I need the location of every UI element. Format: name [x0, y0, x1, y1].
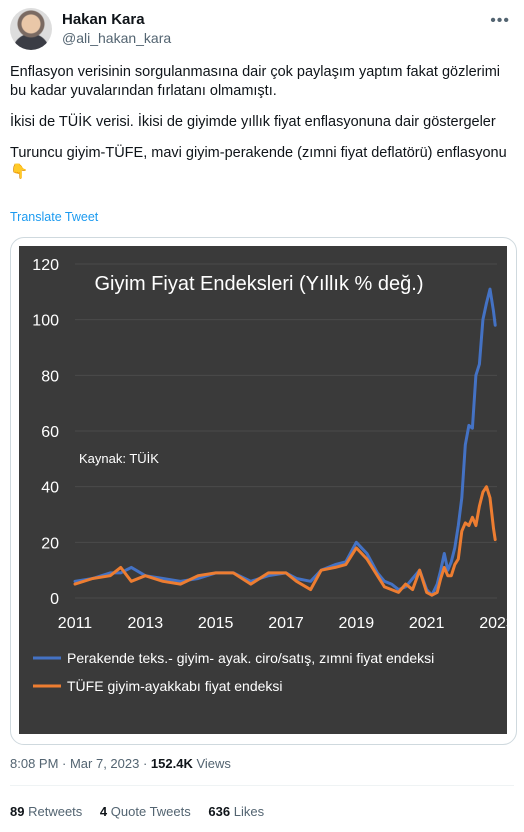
likes-stat[interactable]: 636 Likes	[208, 804, 264, 819]
likes-label: Likes	[233, 804, 265, 819]
retweets-count: 89	[10, 804, 25, 819]
more-icon[interactable]: •••	[490, 12, 510, 29]
legend-label: Perakende teks.- giyim- ayak. ciro/satış…	[67, 650, 434, 666]
x-tick-label: 2017	[268, 615, 304, 632]
translate-tweet-link[interactable]: Translate Tweet	[10, 210, 99, 224]
tweet-meta: 8:08 PM · Mar 7, 2023 · 152.4K Views	[10, 756, 231, 771]
legend-label: TÜFE giyim-ayakkabı fiyat endeksi	[67, 677, 283, 694]
tweet-paragraph: Turuncu giyim-TÜFE, mavi giyim-perakende…	[10, 145, 507, 180]
x-tick-label: 2021	[409, 615, 445, 632]
views-label: Views	[192, 756, 231, 771]
chart-background	[19, 246, 507, 734]
likes-count: 636	[208, 804, 231, 819]
retweets-stat[interactable]: 89 Retweets	[10, 804, 82, 819]
y-tick-label: 100	[32, 313, 59, 330]
retweets-label: Retweets	[28, 804, 83, 819]
avatar[interactable]	[10, 8, 52, 50]
y-tick-label: 20	[41, 535, 59, 552]
views-count: 152.4K	[150, 756, 193, 771]
y-tick-label: 120	[32, 257, 59, 274]
tweet-paragraph: İkisi de TÜİK verisi. İkisi de giyimde y…	[10, 114, 496, 130]
chart-title: Giyim Fiyat Endeksleri (Yıllık % değ.)	[95, 273, 424, 295]
series-line-1	[73, 287, 497, 597]
tweet-media[interactable]: 0 20 40 60 80 100 120 2011 2013 2015 2017 2019 2021…	[10, 237, 517, 745]
x-tick-label: 2023	[479, 615, 507, 632]
y-tick-label: 0	[50, 591, 59, 608]
y-tick-label: 40	[41, 480, 59, 497]
quote-tweets-label: Quote Tweets	[110, 804, 191, 819]
tweet-stats: 89 Retweets 4 Quote Tweets 636 Likes	[10, 804, 278, 819]
quote-tweets-stat[interactable]: 4 Quote Tweets	[100, 804, 191, 819]
divider	[10, 785, 514, 786]
tweet-paragraph: Enflasyon verisinin sorgulanmasına dair …	[10, 64, 505, 99]
x-tick-label: 2013	[128, 615, 164, 632]
author-name[interactable]: Hakan Kara	[62, 11, 145, 28]
author-handle[interactable]: @ali_hakan_kara	[62, 30, 172, 46]
tweet-timestamp[interactable]: 8:08 PM · Mar 7, 2023 ·	[10, 756, 151, 771]
tweet-text: Enflasyon verisinin sorgulanmasına dair …	[10, 63, 510, 194]
series-line-2	[73, 485, 497, 597]
quote-tweets-count: 4	[99, 804, 108, 819]
x-tick-label: 2011	[58, 615, 93, 632]
x-tick-label: 2019	[339, 615, 375, 632]
chart: 0 20 40 60 80 100 120 2011 2013 2015 2017 2019 2021…	[19, 246, 507, 734]
tweet-header: Hakan Kara @ali_hakan_kara •••	[10, 8, 514, 52]
x-tick-label: 2015	[198, 615, 234, 632]
y-tick-label: 80	[41, 368, 59, 385]
chart-source-annotation: Kaynak: TÜİK	[79, 451, 159, 466]
y-tick-label: 60	[41, 424, 59, 441]
